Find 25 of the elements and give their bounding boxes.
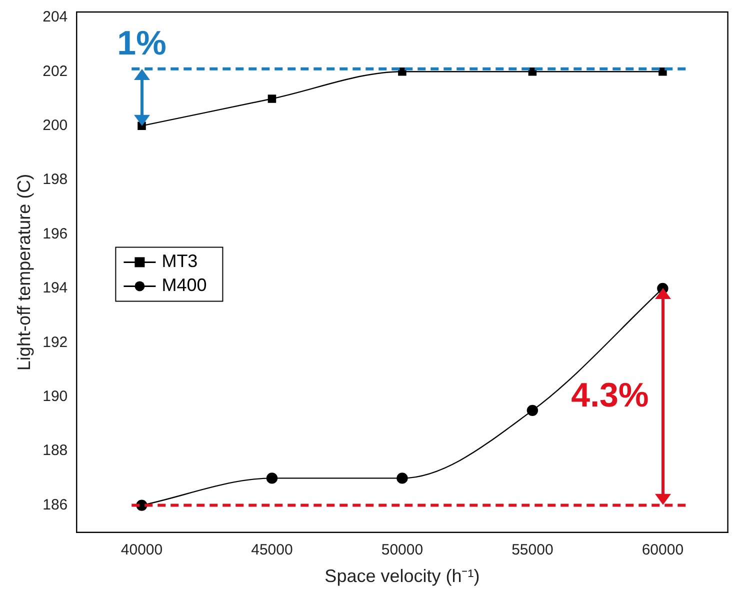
y-axis-title: Light-off temperature (C) [14,174,34,371]
y-tick-label: 192 [42,334,68,351]
y-tick-label: 194 [42,280,68,297]
legend-label: M400 [162,275,207,296]
x-tick-label: 55000 [512,542,554,559]
annotation: 1% [117,24,166,62]
y-tick-label: 200 [42,116,68,134]
y-tick-label: 202 [42,62,68,80]
x-tick-label: 60000 [642,542,684,559]
x-tick-label: 45000 [251,542,293,559]
y-tick-label: 196 [42,225,68,242]
x-axis-title: Space velocity (h⁻¹) [324,566,480,586]
y-tick-label: 186 [42,496,68,514]
x-tick-label: 50000 [381,542,424,559]
point [396,472,408,484]
point [266,472,278,484]
point [268,94,276,103]
annotation: 4.3% [571,376,649,414]
legend-label: MT3 [162,251,198,272]
y-tick-label: 198 [42,171,68,188]
y-tick-label: 188 [42,442,68,460]
point [526,404,538,416]
x-tick-label: 40000 [120,542,163,559]
y-tick-label: 204 [42,8,68,26]
y-tick-label: 190 [42,388,68,406]
